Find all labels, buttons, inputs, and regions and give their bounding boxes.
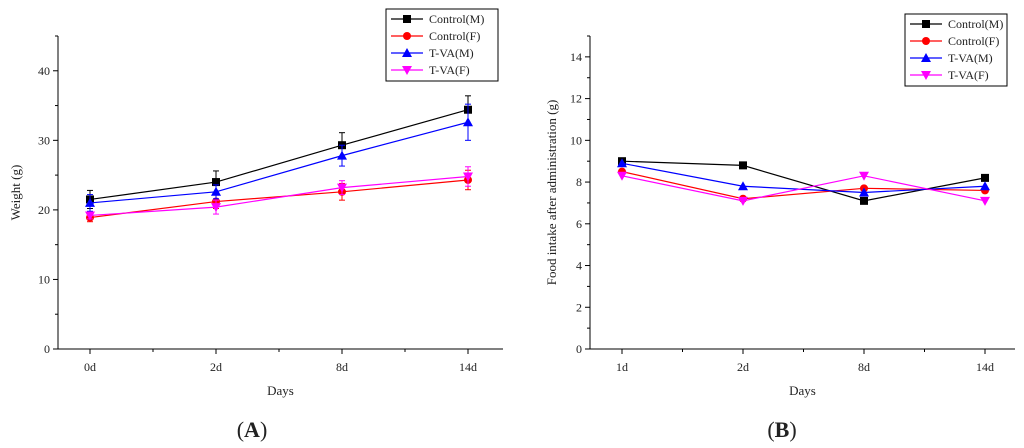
legend-label: T-VA(F) [948, 68, 989, 82]
series-line [621, 162, 986, 194]
legend-label: Control(F) [948, 34, 999, 48]
data-point [337, 150, 347, 160]
legend-label: T-VA(F) [429, 63, 470, 77]
x-tick-label: 2d [210, 360, 222, 374]
data-point [211, 186, 221, 196]
data-point [463, 172, 473, 182]
y-tick-label: 10 [38, 272, 50, 286]
y-axis-label: Weight (g) [8, 165, 23, 221]
y-tick-label: 40 [38, 64, 50, 78]
data-point [85, 211, 95, 221]
data-point [981, 173, 989, 182]
x-tick-label: 8d [858, 360, 870, 374]
y-tick-label: 2 [576, 300, 582, 314]
series-line [89, 175, 469, 217]
legend-marker [402, 48, 412, 57]
x-axis-label: Days [267, 383, 294, 398]
data-point [738, 181, 748, 191]
panel-b-chart: 0 2 4 6 8 10 12 14 1d 2d 8d 14d Days Food intake afte… [544, 13, 1015, 398]
data-point [211, 203, 221, 213]
panel-a-caption: (A) [237, 417, 268, 442]
data-point [463, 117, 473, 127]
x-tick-label: 14d [459, 360, 477, 374]
x-tick-label: 8d [336, 360, 348, 374]
y-tick-label: 20 [38, 203, 50, 217]
y-tick-label: 6 [576, 217, 582, 231]
legend-label: T-VA(M) [429, 46, 474, 60]
panel-b-caption: (B) [767, 417, 796, 442]
y-axis-label: Food intake after administration (g) [544, 100, 559, 286]
legend-label: Control(M) [429, 12, 484, 26]
data-point [337, 183, 347, 193]
data-point [980, 181, 990, 191]
x-tick-label: 2d [737, 360, 749, 374]
y-tick-label: 14 [570, 50, 582, 64]
data-point [212, 178, 220, 187]
data-point [859, 187, 869, 197]
y-tick-label: 12 [570, 92, 582, 106]
data-point [859, 171, 869, 181]
legend-label: Control(F) [429, 29, 480, 43]
data-point [739, 161, 747, 170]
legend-marker [922, 20, 930, 28]
series-line [89, 109, 469, 201]
legend-marker [922, 37, 930, 45]
y-tick-label: 0 [576, 342, 582, 356]
y-tick-label: 0 [44, 342, 50, 356]
y-tick-label: 30 [38, 133, 50, 147]
legend-label: Control(M) [948, 17, 1003, 31]
series-line [89, 121, 469, 204]
legend-marker [403, 15, 411, 23]
data-point [738, 196, 748, 206]
data-point [617, 158, 627, 168]
series-line [621, 171, 986, 200]
x-tick-label: 0d [84, 360, 96, 374]
y-tick-label: 8 [576, 175, 582, 189]
data-point [980, 196, 990, 206]
x-tick-label: 14d [976, 360, 994, 374]
series-line [621, 160, 986, 202]
legend-marker [921, 71, 931, 80]
data-point [617, 171, 627, 181]
panel-a-chart: 0 10 20 30 40 0d 2d 8d 14d Days Weight (g) Control(… [8, 8, 503, 398]
x-tick-label: 1d [616, 360, 628, 374]
legend-marker [921, 53, 931, 62]
series-line [621, 175, 986, 202]
y-tick-label: 10 [570, 133, 582, 147]
legend-marker [402, 66, 412, 75]
x-axis-label: Days [789, 383, 816, 398]
legend-label: T-VA(M) [948, 51, 993, 65]
data-point [860, 196, 868, 205]
y-tick-label: 4 [576, 259, 582, 273]
series-line [89, 179, 469, 219]
legend-marker [403, 32, 411, 40]
data-point [85, 197, 95, 207]
